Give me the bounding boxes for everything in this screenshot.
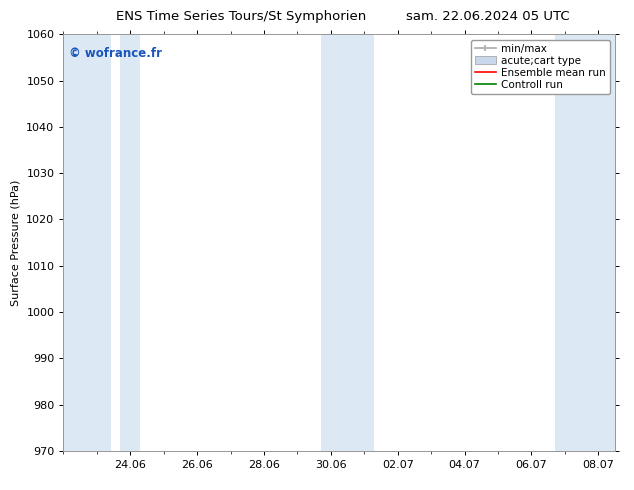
Text: ENS Time Series Tours/St Symphorien: ENS Time Series Tours/St Symphorien [116,10,366,23]
Bar [321,34,374,451]
Text: sam. 22.06.2024 05 UTC: sam. 22.06.2024 05 UTC [406,10,570,23]
Bar [555,34,615,451]
Text: © wofrance.fr: © wofrance.fr [69,47,162,60]
Legend: min/max, acute;cart type, Ensemble mean run, Controll run: min/max, acute;cart type, Ensemble mean … [470,40,610,94]
Y-axis label: Surface Pressure (hPa): Surface Pressure (hPa) [11,179,21,306]
Bar [63,34,111,451]
Bar [120,34,140,451]
